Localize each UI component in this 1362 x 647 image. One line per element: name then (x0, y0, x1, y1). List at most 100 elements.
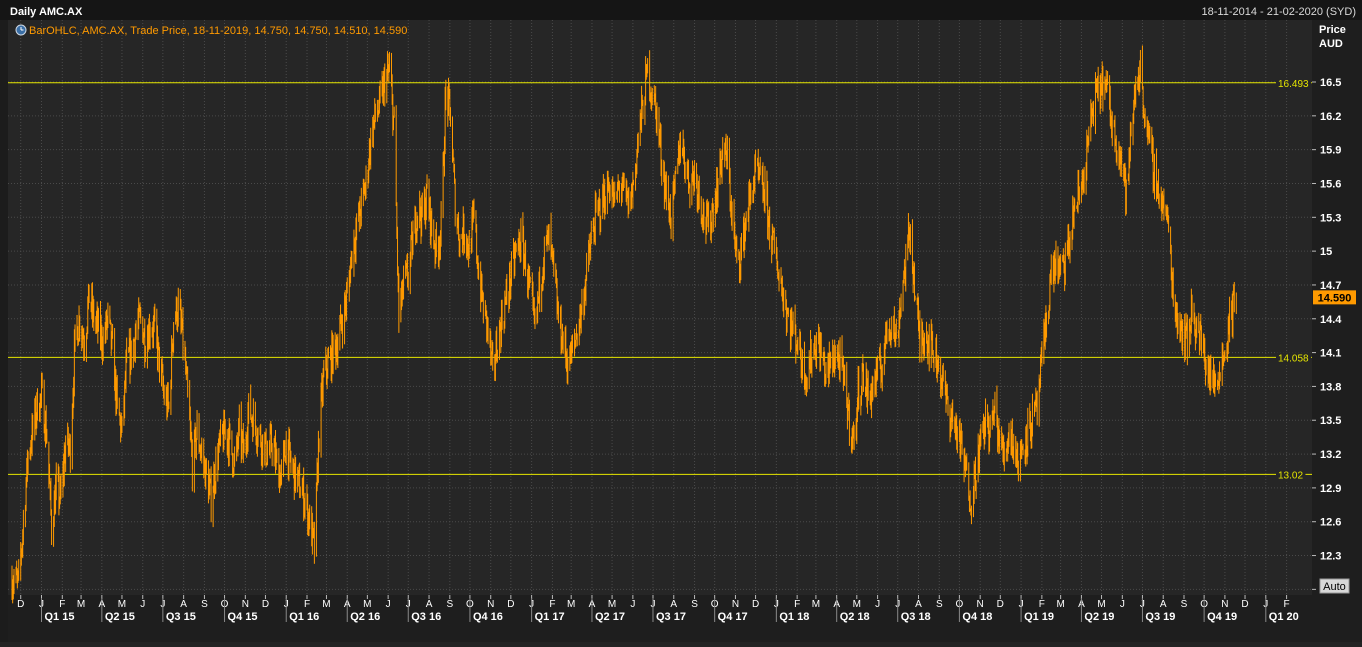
clock-icon[interactable] (15, 24, 27, 36)
quarter-tick-label: Q4 17 (718, 611, 748, 623)
month-tick-label: M (1056, 599, 1064, 610)
quarter-tick-label: Q2 16 (350, 611, 380, 623)
price-tick-label: 13.8 (1320, 381, 1341, 393)
quarter-tick-label: Q1 19 (1024, 611, 1054, 623)
reference-lines: 16.493 14.058 13.02 (8, 77, 1312, 483)
price-tick-label: 12.6 (1320, 517, 1341, 529)
month-tick-label: S (691, 599, 698, 610)
month-tick-label: D (507, 599, 514, 610)
month-tick-label: D (997, 599, 1004, 610)
price-tick-label: 15 (1320, 246, 1332, 258)
quarter-tick-label: Q4 18 (962, 611, 992, 623)
quarter-tick-label: Q4 19 (1207, 611, 1237, 623)
price-tick-label: 14.7 (1320, 280, 1341, 292)
quarter-tick-label: Q3 15 (166, 611, 196, 623)
month-tick-label: D (1241, 599, 1248, 610)
month-tick-label: F (1039, 599, 1045, 610)
month-tick-label: S (201, 599, 208, 610)
legend-text: BarOHLC, AMC.AX, Trade Price, 18-11-2019… (29, 25, 407, 37)
quarter-tick-label: Q3 16 (411, 611, 441, 623)
price-tick-label: 15.9 (1320, 145, 1341, 157)
price-tick-label: 14.1 (1320, 348, 1341, 360)
quarter-tick-label: Q4 16 (473, 611, 503, 623)
price-tick-label: 15.6 (1320, 178, 1341, 190)
month-tick-label: M (1097, 599, 1105, 610)
month-tick-label: D (752, 599, 759, 610)
quarter-tick-label: Q2 17 (595, 611, 625, 623)
price-ticks: 1212.312.612.913.213.513.814.114.414.715… (1312, 77, 1342, 596)
month-tick-label: J (630, 599, 635, 610)
price-axis-label: Price (1319, 24, 1346, 36)
month-tick-label: J (1120, 599, 1125, 610)
month-tick-label: M (567, 599, 575, 610)
quarter-tick-label: Q2 15 (105, 611, 135, 623)
reference-label-background (1276, 352, 1312, 366)
quarter-tick-label: Q2 18 (840, 611, 870, 623)
price-axis-background (1312, 20, 1362, 595)
month-tick-label: M (322, 599, 330, 610)
quarter-ticks: Q1 15 Q2 15 Q3 15 Q4 15 Q1 16 Q2 16 Q3 16 Q4 16… (41, 598, 1299, 623)
month-tick-label: N (732, 599, 739, 610)
quarter-tick-label: Q4 15 (228, 611, 258, 623)
current-price-badge: 14.590 (1313, 290, 1356, 305)
month-tick-label: J (386, 599, 391, 610)
current-price-background (1313, 290, 1356, 305)
month-tick-label: S (936, 599, 943, 610)
quarter-tick-label: Q1 17 (535, 611, 565, 623)
quarter-tick-label: Q1 15 (45, 611, 75, 623)
date-range: 18-11-2014 - 21-02-2020 (SYD) (1202, 6, 1357, 18)
month-tick-label: N (977, 599, 984, 610)
header-bar (0, 0, 1362, 20)
month-tick-label: F (794, 599, 800, 610)
month-tick-label: M (853, 599, 861, 610)
month-tick-label: A (426, 599, 433, 610)
price-tick-label: 15.3 (1320, 212, 1341, 224)
quarter-tick-label: Q3 18 (901, 611, 931, 623)
quarter-tick-label: Q2 19 (1084, 611, 1114, 623)
price-bars (11, 45, 1237, 604)
month-tick-label: F (304, 599, 310, 610)
month-tick-label: N (1221, 599, 1228, 610)
month-tick-label: S (446, 599, 453, 610)
reference-label-background (1276, 469, 1306, 483)
month-tick-label: M (77, 599, 85, 610)
time-axis-background (8, 595, 1362, 642)
price-tick-label: 14.4 (1320, 314, 1342, 326)
quarter-tick-label: Q1 20 (1269, 611, 1299, 623)
price-tick-label: 13.2 (1320, 449, 1341, 461)
quarter-tick-label: Q3 17 (656, 611, 686, 623)
month-tick-label: F (59, 599, 65, 610)
reference-line-label: 16.493 (1278, 79, 1309, 90)
month-tick-label: J (875, 599, 880, 610)
price-tick-label: 13.5 (1320, 415, 1341, 427)
auto-button-label[interactable]: Auto (1323, 581, 1346, 593)
month-tick-label: F (1284, 599, 1290, 610)
gridlines (8, 20, 1312, 595)
month-tick-label: M (363, 599, 371, 610)
plot-background (8, 20, 1312, 595)
quarter-tick-label: Q1 18 (779, 611, 809, 623)
auto-scale-button[interactable]: Auto (1319, 578, 1350, 594)
month-tick-label: A (670, 599, 677, 610)
current-price-label: 14.590 (1318, 292, 1352, 304)
month-tick-label: A (1160, 599, 1167, 610)
month-tick-label: F (549, 599, 555, 610)
month-tick-label: M (608, 599, 616, 610)
price-tick-label: 12.3 (1320, 551, 1341, 563)
reference-line-label: 14.058 (1278, 353, 1309, 364)
reference-line-label: 13.02 (1278, 470, 1303, 481)
month-tick-label: S (1181, 599, 1188, 610)
month-tick-label: N (487, 599, 494, 610)
price-tick-label: 16.5 (1320, 77, 1341, 89)
quarter-tick-label: Q1 16 (289, 611, 319, 623)
price-tick-label: 12.9 (1320, 483, 1341, 495)
legend: BarOHLC, AMC.AX, Trade Price, 18-11-2019… (15, 24, 407, 37)
currency-axis-label: AUD (1319, 38, 1343, 50)
month-tick-label: M (118, 599, 126, 610)
window-title: Daily AMC.AX (10, 6, 83, 18)
month-tick-label: N (242, 599, 249, 610)
month-tick-label: M (812, 599, 820, 610)
quarter-tick-label: Q3 19 (1145, 611, 1175, 623)
